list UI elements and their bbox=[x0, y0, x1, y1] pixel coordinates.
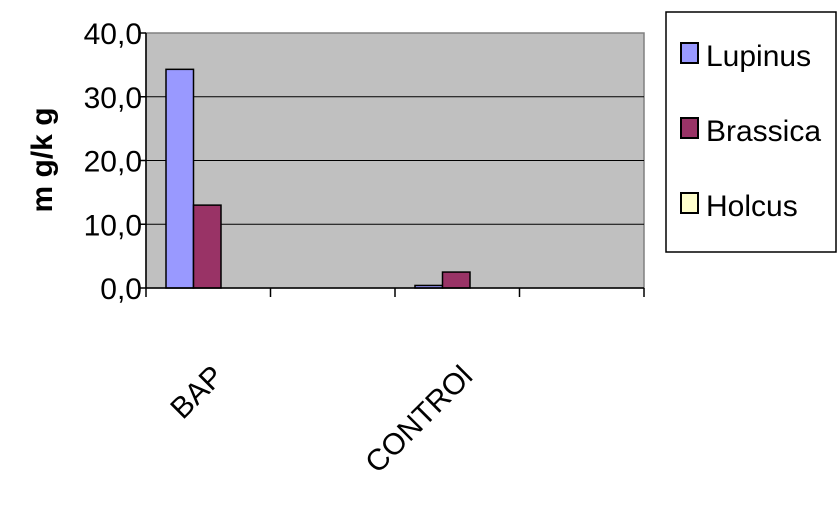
legend-swatch-holcus bbox=[680, 192, 699, 214]
y-tick-label: 10,0 bbox=[84, 209, 142, 242]
y-tick-label: 20,0 bbox=[84, 146, 142, 179]
x-tick-marks bbox=[145, 288, 645, 297]
y-tick-labels: 0,0 10,0 20,0 30,0 40,0 bbox=[84, 18, 142, 306]
y-tick-label: 0,0 bbox=[100, 273, 142, 306]
bars bbox=[165, 68, 471, 289]
y-tick-label: 40,0 bbox=[84, 18, 142, 51]
legend-swatch-brassica bbox=[680, 117, 699, 139]
category-label: BAP bbox=[164, 360, 230, 426]
bar-lupinus-bap bbox=[165, 68, 195, 289]
bar-brassica-control bbox=[441, 271, 471, 289]
gridlines bbox=[140, 32, 644, 289]
legend-label: Brassica bbox=[706, 115, 821, 148]
legend-label: Lupinus bbox=[706, 40, 811, 73]
y-tick-label: 30,0 bbox=[84, 82, 142, 115]
bar-brassica-bap bbox=[192, 204, 222, 289]
legend-label: Holcus bbox=[706, 190, 798, 223]
legend: Lupinus Brassica Holcus bbox=[665, 11, 837, 253]
legend-swatch-lupinus bbox=[680, 42, 699, 64]
category-labels: BAP CONTROl bbox=[164, 360, 479, 480]
y-axis-title: m g/k g bbox=[26, 107, 59, 212]
category-label: CONTROl bbox=[359, 360, 479, 480]
